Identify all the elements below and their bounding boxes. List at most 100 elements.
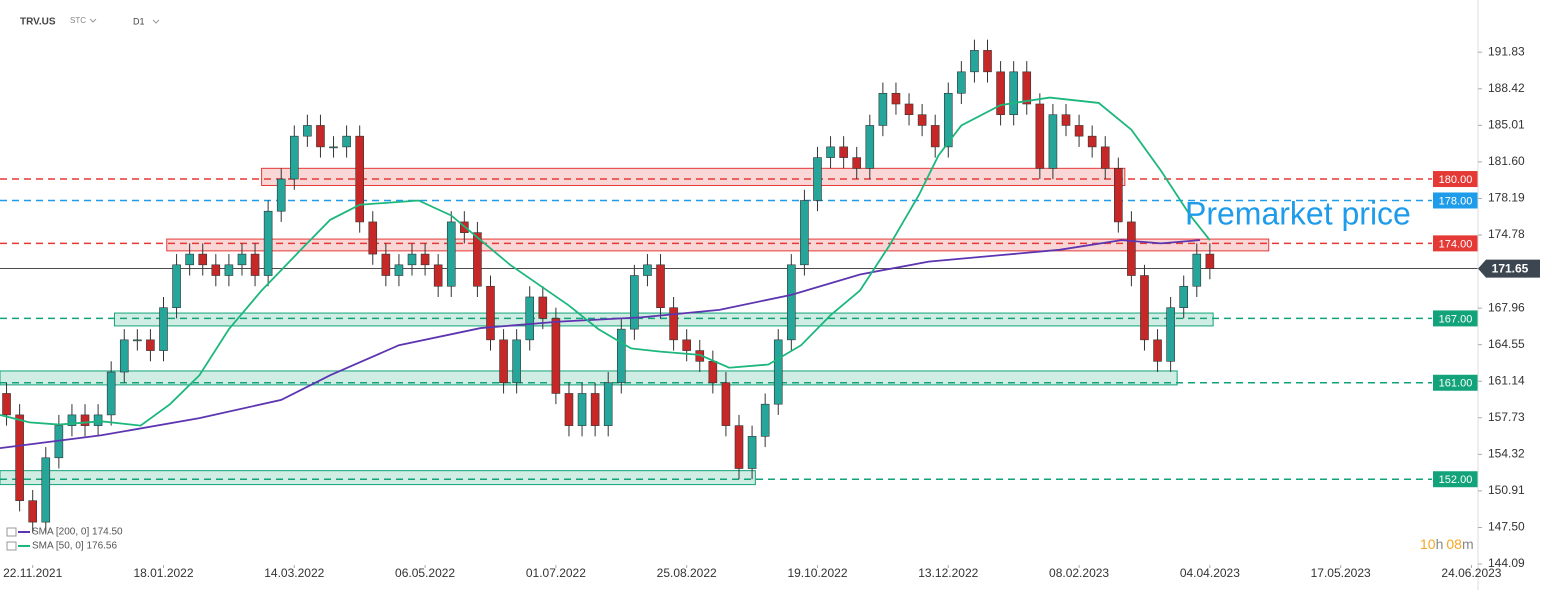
candle-body <box>1100 146 1110 169</box>
candle-body <box>760 403 770 437</box>
candle-body <box>800 200 809 266</box>
annotation: Premarket price <box>1185 195 1411 231</box>
zones <box>0 167 1270 486</box>
candle-body <box>1192 253 1202 287</box>
candle-body <box>904 103 914 116</box>
candle-body <box>289 135 299 180</box>
candle-body <box>499 339 508 384</box>
last-price-label: 171.65 <box>1492 262 1529 276</box>
level-label-box <box>1433 192 1478 209</box>
candle-body <box>970 50 979 73</box>
y-tick-label: 167.96 <box>1488 300 1525 314</box>
x-tick-label: 04.04.2023 <box>1180 566 1240 580</box>
candle-body <box>891 92 901 105</box>
x-tick-label: 14.03.2022 <box>264 566 324 580</box>
x-tick-label: 25.08.2022 <box>657 566 717 580</box>
candle-body <box>263 210 273 276</box>
candle-body <box>433 264 443 287</box>
candle-body <box>224 264 234 276</box>
level-label: 180.00 <box>1439 174 1473 186</box>
y-tick-label: 178.19 <box>1488 191 1525 205</box>
level-label-box <box>1433 171 1478 188</box>
candle-body <box>185 253 194 266</box>
candle-body <box>564 393 574 426</box>
candle-body <box>630 275 639 330</box>
symbol[interactable]: TRV.US <box>20 17 56 28</box>
candle-body <box>813 157 822 201</box>
candle-body <box>734 425 744 469</box>
candle-body <box>2 393 11 416</box>
candle-body <box>878 92 888 126</box>
candle-body <box>773 339 783 405</box>
zone <box>0 470 756 486</box>
candle-body <box>1179 285 1189 308</box>
candle-body <box>577 393 587 426</box>
legend: SMA [200, 0] 174.50 SMA [50, 0] 176.56 <box>6 527 123 552</box>
x-tick-label: 06.05.2022 <box>395 566 455 580</box>
candle-body <box>15 414 24 501</box>
countdown-h: h <box>1436 536 1444 552</box>
interval-dropdown[interactable] <box>152 19 160 24</box>
candle-body <box>394 264 404 276</box>
y-tick-label: 157.73 <box>1488 410 1525 424</box>
candle-body <box>446 221 456 287</box>
level-label-box <box>1433 235 1478 252</box>
candle-body <box>133 339 142 342</box>
candle-body <box>1166 307 1175 362</box>
y-tick-label: 154.32 <box>1488 447 1525 461</box>
candle-body <box>420 253 430 266</box>
market-dropdown[interactable] <box>89 18 97 23</box>
x-tick-label: 01.07.2022 <box>526 566 586 580</box>
candle-body <box>67 414 77 426</box>
candle-body <box>80 414 90 426</box>
candle-body <box>342 135 351 148</box>
indicators <box>0 96 1211 450</box>
candle-body <box>1127 221 1136 276</box>
candle-body <box>930 125 940 148</box>
candle-body <box>656 264 665 308</box>
candle-body <box>1205 253 1215 269</box>
candle-body <box>721 382 731 426</box>
candle-body <box>551 318 561 394</box>
candle-body <box>669 307 678 341</box>
x-tick-label: 18.01.2022 <box>133 566 193 580</box>
level-label-box <box>1433 374 1478 391</box>
x-tick-label: 19.10.2022 <box>787 566 847 580</box>
interval[interactable]: D1 <box>133 16 145 26</box>
y-tick-label: 144.09 <box>1488 556 1525 570</box>
candle-body <box>93 414 103 426</box>
candle-body <box>643 264 652 276</box>
candle-body <box>996 71 1005 116</box>
candle-body <box>1074 125 1084 137</box>
y-tick-label: 164.55 <box>1488 337 1525 351</box>
legend-icon <box>6 527 17 537</box>
candle-body <box>1114 168 1123 223</box>
sma-line <box>0 239 1201 450</box>
candle-body <box>407 253 417 266</box>
candle-body <box>1140 275 1149 341</box>
candle-body <box>852 157 862 169</box>
legend-label: SMA [50, 0] 176.56 <box>32 541 117 552</box>
candle-body <box>276 178 286 212</box>
level-label: 167.00 <box>1439 313 1473 325</box>
x-tick-label: 13.12.2022 <box>918 566 978 580</box>
candle-body <box>983 50 992 73</box>
candle-body <box>708 360 718 384</box>
candle-body <box>41 457 51 523</box>
candle-body <box>486 285 495 341</box>
countdown-hours: 10 <box>1420 536 1436 552</box>
candle-body <box>538 296 548 319</box>
candle-body <box>957 71 966 94</box>
x-tick-label: 17.05.2023 <box>1311 566 1371 580</box>
candle-body <box>329 146 338 149</box>
y-tick-label: 161.14 <box>1488 373 1525 387</box>
candle-body <box>106 371 116 416</box>
candle-body <box>682 339 691 351</box>
candle-body <box>316 125 325 148</box>
y-tick-label: 188.42 <box>1488 81 1525 95</box>
legend-label: SMA [200, 0] 174.50 <box>32 527 123 538</box>
candle-body <box>616 328 626 384</box>
candle-body <box>943 92 953 148</box>
market: STC <box>70 16 86 25</box>
